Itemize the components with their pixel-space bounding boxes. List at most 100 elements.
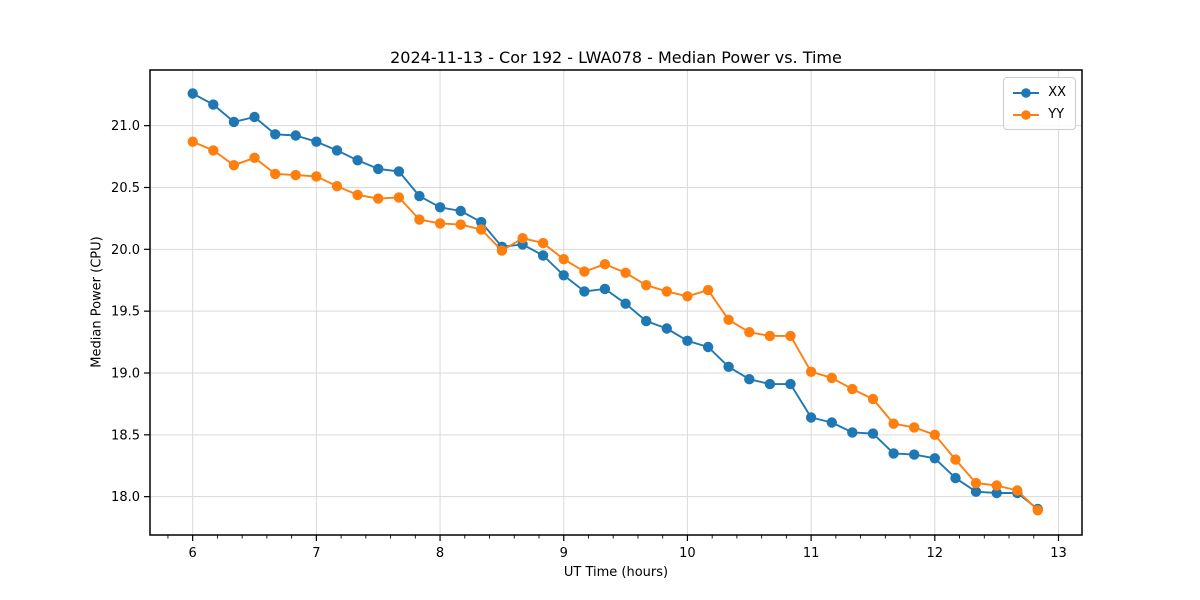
data-point-XX [929,453,940,464]
data-point-XX [208,99,219,110]
legend-item-XX: XX [1011,83,1066,102]
legend-label: XX [1048,85,1066,100]
data-point-XX [352,155,363,166]
data-point-YY [785,330,796,342]
data-point-YY [311,171,322,182]
legend-item-YY: YY [1011,105,1066,124]
data-point-YY [517,233,528,244]
data-point-XX [393,166,405,177]
data-point-XX [579,286,590,297]
x-tick-label: 11 [803,546,820,561]
legend-line-sample-YY [1013,109,1040,120]
data-point-YY [764,330,776,342]
data-point-YY [187,136,198,147]
data-point-YY [249,152,260,163]
data-point-YY [950,454,961,465]
y-tick-label: 19.5 [111,305,140,320]
data-point-YY [682,291,693,302]
data-point-XX [723,361,734,372]
data-point-YY [393,192,405,203]
series-line-XX [191,92,1039,510]
data-point-YY [373,193,384,204]
data-point-XX [455,205,466,217]
y-axis-label: Median Power (CPU) [89,236,105,368]
data-point-XX [558,270,569,281]
data-point-YY [826,372,837,384]
data-point-XX [826,417,837,428]
data-point-YY [434,218,446,229]
data-point-YY [270,168,281,180]
data-point-XX [702,341,714,353]
data-point-YY [970,477,982,489]
legend: XX YY [1003,77,1076,130]
y-tick-label: 18.5 [111,428,140,443]
plot-border [149,69,1083,536]
data-point-XX [847,427,858,438]
data-point-YY [1012,485,1023,496]
data-point-YY [847,383,858,395]
data-point-XX [290,130,301,141]
data-point-YY [208,145,219,156]
data-point-YY [352,189,363,201]
x-tick-label: 10 [679,546,696,561]
data-point-YY [702,284,714,296]
data-point-XX [744,374,755,385]
data-point-YY [805,366,817,377]
data-point-YY [558,254,569,265]
x-tick-label: 7 [312,546,320,561]
data-point-YY [909,422,920,433]
data-point-XX [373,163,384,175]
data-point-XX [641,315,652,327]
y-tick-label: 20.5 [111,181,140,196]
data-point-XX [414,190,425,202]
data-point-YY [228,160,240,171]
data-point-YY [599,259,611,270]
data-point-YY [579,266,590,277]
data-point-XX [764,378,776,390]
data-point-XX [661,323,672,334]
data-point-YY [723,314,734,325]
y-tick-label: 18.0 [111,490,140,505]
x-tick-label: 12 [927,546,944,561]
data-point-YY [991,480,1002,491]
data-point-YY [496,245,508,256]
data-point-XX [270,129,281,140]
data-point-YY [867,393,879,405]
data-point-YY [661,286,672,297]
legend-label: YY [1048,107,1065,122]
data-point-YY [1032,505,1044,516]
data-point-XX [249,111,260,123]
data-point-YY [620,267,631,278]
y-tick-label: 20.0 [111,243,140,258]
data-point-XX [991,487,1002,499]
data-point-YY [888,418,899,429]
data-point-XX [476,216,487,228]
data-point-XX [950,472,961,484]
data-point-YY [414,214,425,225]
data-point-XX [682,335,693,346]
x-tick-label: 6 [189,546,197,561]
x-axis-label: UT Time (hours) [563,565,669,580]
data-point-YY [331,181,343,192]
data-point-XX [599,283,611,295]
data-point-YY [641,280,652,291]
data-point-XX [970,486,982,497]
x-tick-label: 13 [1050,546,1067,561]
data-point-YY [537,237,549,249]
data-point-XX [888,448,899,459]
data-point-XX [187,88,198,99]
data-point-XX [785,378,796,390]
data-point-XX [434,202,446,213]
data-point-XX [331,145,343,156]
data-point-XX [228,116,240,128]
data-point-XX [805,412,817,423]
data-point-XX [311,136,322,147]
data-point-YY [929,429,940,440]
data-point-YY [476,224,487,235]
data-point-XX [909,449,920,460]
data-point-YY [290,169,301,181]
data-point-YY [455,219,466,230]
y-tick-label: 21.0 [111,119,140,134]
